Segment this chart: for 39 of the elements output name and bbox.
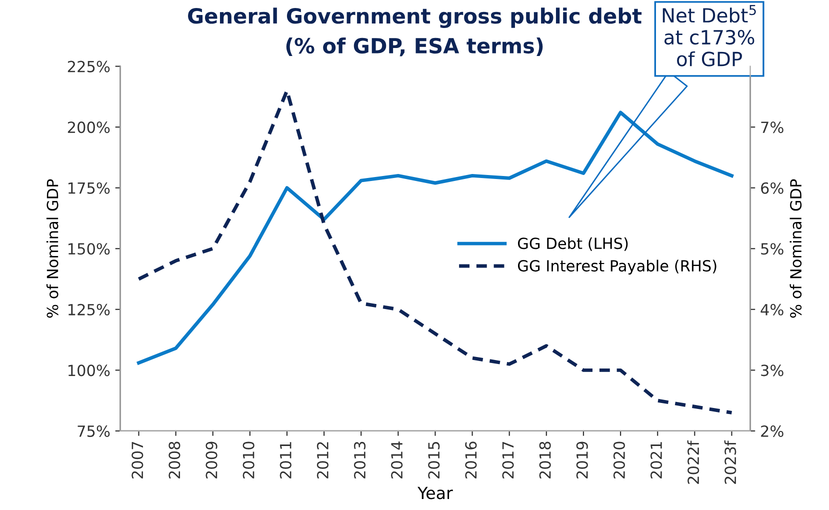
y-tick-label: 200%: [68, 122, 110, 134]
x-tick-label: 2008: [168, 442, 180, 478]
x-tick-label: 2019: [576, 442, 588, 478]
x-tick-label: 2016: [465, 442, 477, 478]
x-tick-label: 2020: [613, 442, 625, 478]
x-tick-label: 2022f: [687, 440, 700, 484]
x-axis-title: Year: [418, 486, 453, 500]
x-tick-label: 2018: [539, 442, 551, 478]
line-series: [137, 88, 734, 414]
y-tick-label: 225%: [68, 60, 110, 72]
x-tick-label: 2021: [650, 442, 662, 478]
y2-tick-label: 7%: [761, 122, 784, 134]
x-tick-label: 2010: [242, 442, 254, 478]
x-tick-label: 2011: [280, 442, 292, 478]
x-tick-label: 2023f: [724, 440, 736, 484]
x-tick-label: 2012: [316, 442, 328, 478]
y-tick-label: 75%: [78, 425, 110, 437]
x-tick-label: 2015: [428, 442, 440, 478]
y-tick-label: 125%: [68, 304, 110, 316]
x-tick-label: 2017: [502, 442, 514, 478]
line-series: [137, 110, 734, 365]
x-tick-label: 2013: [354, 442, 366, 478]
y2-tick-label: 6%: [761, 182, 784, 194]
y2-tick-label: 2%: [761, 425, 784, 437]
chart-title: General Government gross public debt (% of GDP, ESA terms): [188, 8, 642, 56]
x-tick-label: 2014: [391, 442, 403, 478]
y2-axis-title: % of Nominal GDP: [790, 179, 802, 318]
legend-label: GG Interest Payable (RHS): [518, 260, 716, 275]
y2-tick-label: 3%: [761, 364, 784, 376]
y-tick-label: 100%: [68, 364, 110, 376]
x-tick-label: 2009: [206, 442, 218, 478]
y-tick-label: 175%: [68, 182, 110, 194]
legend-label: GG Debt (LHS): [518, 237, 628, 251]
y-tick-label: 150%: [68, 243, 110, 255]
y-axis-title: % of Nominal GDP: [46, 179, 58, 318]
y2-tick-label: 4%: [760, 304, 784, 316]
y2-tick-label: 5%: [761, 243, 784, 255]
annotation: Net Debt$^{5}$ at c173% of GDP: [662, 5, 756, 66]
x-tick-label: 2007: [132, 442, 144, 478]
